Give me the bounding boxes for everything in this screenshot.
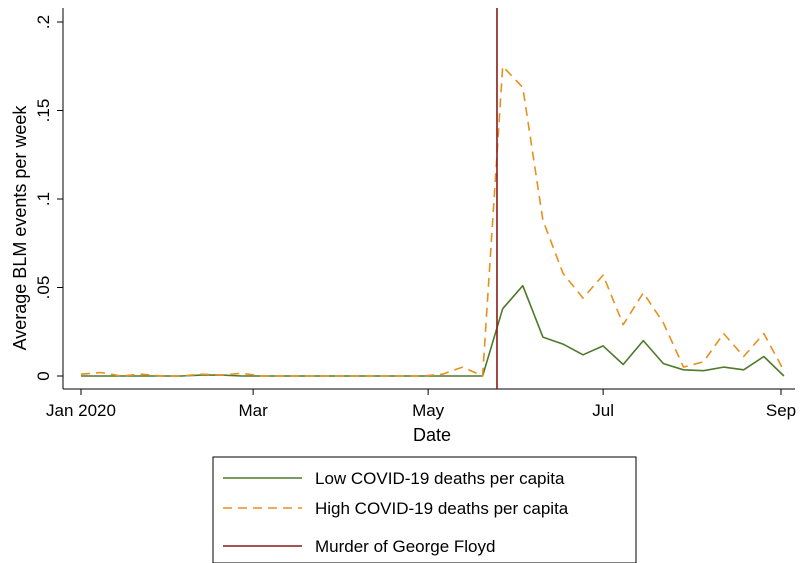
y-tick-label: 0 bbox=[34, 371, 53, 380]
legend-item-high-label: High COVID-19 deaths per capita bbox=[315, 499, 569, 518]
x-tick-label: Mar bbox=[238, 401, 268, 420]
series-line-low bbox=[81, 284, 785, 377]
legend-item-low-label: Low COVID-19 deaths per capita bbox=[315, 469, 565, 488]
y-tick-label: .1 bbox=[34, 192, 53, 206]
x-axis-title: Date bbox=[413, 425, 451, 445]
x-tick-label: Jan 2020 bbox=[46, 401, 116, 420]
legend-item-floyd-label: Murder of George Floyd bbox=[315, 537, 495, 556]
x-tick-label: Jul bbox=[592, 401, 614, 420]
plot-frame bbox=[62, 8, 795, 390]
y-tick-label: .15 bbox=[34, 99, 53, 123]
x-axis: Jan 2020 Mar May Jul Sep bbox=[46, 389, 796, 420]
x-tick-label: Sep bbox=[766, 401, 796, 420]
series-line-high bbox=[80, 65, 785, 377]
y-axis: 0 .05 .1 .15 .2 bbox=[34, 15, 63, 381]
plot-lines bbox=[80, 8, 785, 389]
y-tick-label: .2 bbox=[34, 15, 53, 29]
y-tick-label: .05 bbox=[34, 276, 53, 300]
x-tick-label: May bbox=[412, 401, 445, 420]
y-axis-title: Average BLM events per week bbox=[10, 105, 30, 351]
legend: Low COVID-19 deaths per capita High COVID… bbox=[212, 456, 637, 563]
